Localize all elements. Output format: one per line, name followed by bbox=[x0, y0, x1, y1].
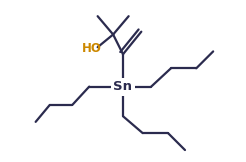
Text: HO: HO bbox=[82, 42, 102, 55]
Text: Sn: Sn bbox=[113, 80, 133, 93]
